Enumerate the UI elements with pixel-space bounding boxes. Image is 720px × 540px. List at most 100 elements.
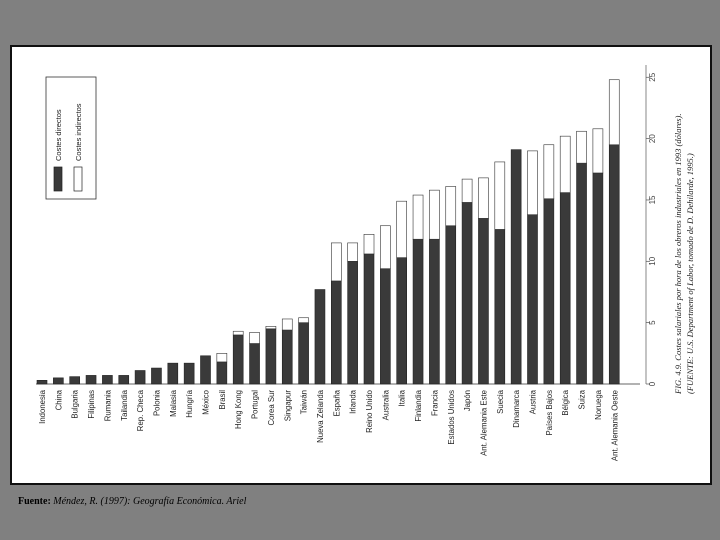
bar-direct-34 [592, 172, 604, 385]
bar-direct-11 [216, 361, 228, 385]
bar-indirect-19 [347, 242, 358, 262]
bar-indirect-24 [429, 189, 440, 240]
bar-direct-0 [36, 380, 48, 385]
bar-indirect-15 [281, 318, 293, 331]
category-label-17: Nueva Zelanda [316, 389, 325, 443]
bar-direct-15 [281, 329, 293, 385]
category-label-31: Países Bajos [545, 390, 554, 436]
category-label-33: Suiza [578, 389, 587, 409]
bar-indirect-27 [478, 177, 489, 219]
category-label-23: Finlandia [414, 389, 423, 421]
category-label-9: Hungría [185, 389, 194, 417]
legend: Costes directos Costes indirectos [45, 76, 97, 200]
bar-indirect-35 [608, 79, 620, 146]
category-label-1: China [54, 389, 63, 410]
bar-indirect-33 [576, 130, 587, 164]
bar-direct-20 [363, 253, 375, 385]
category-label-15: Singapur [283, 390, 292, 422]
bar-indirect-32 [559, 135, 571, 193]
category-label-22: Italia [398, 389, 407, 406]
category-label-28: Suecia [496, 389, 505, 414]
source-label: Fuente: [18, 496, 51, 507]
bar-direct-30 [527, 214, 538, 385]
bar-direct-35 [608, 144, 620, 385]
bar-indirect-30 [527, 150, 538, 215]
category-label-19: Irlanda [349, 389, 358, 414]
category-label-10: México [202, 389, 211, 414]
bar-direct-4 [102, 375, 113, 385]
bar-direct-32 [559, 192, 571, 385]
legend-label-1: Costes indirectos [74, 103, 83, 161]
bar-direct-7 [151, 367, 162, 385]
value-tick-label-3: 15 [648, 195, 657, 204]
bar-direct-2 [69, 376, 81, 385]
bar-direct-21 [380, 268, 391, 385]
legend-swatch-1 [73, 166, 83, 192]
category-label-27: Ant. Alemania Este [479, 390, 488, 456]
bar-indirect-13 [249, 332, 260, 344]
bar-direct-8 [167, 362, 179, 385]
category-label-25: Estados Unidos [447, 390, 456, 445]
value-tick-label-1: 5 [648, 320, 657, 325]
category-label-13: Portugal [251, 390, 260, 419]
value-tick-label-0: 0 [648, 381, 657, 386]
bar-direct-13 [249, 343, 260, 385]
bar-indirect-12 [232, 330, 244, 336]
category-label-18: España [332, 389, 341, 416]
source-text: Méndez, R. (1997): Geografía Económica. … [50, 496, 247, 507]
bar-indirect-14 [265, 326, 277, 330]
category-label-7: Polonia [152, 389, 161, 416]
bar-indirect-21 [380, 225, 391, 269]
category-label-3: Filipinas [87, 390, 96, 419]
category-label-29: Dinamarca [512, 389, 521, 427]
bar-indirect-25 [445, 186, 457, 227]
value-tick-label-2: 10 [648, 256, 657, 265]
bar-direct-29 [510, 149, 522, 385]
bar-direct-33 [576, 162, 587, 385]
bar-indirect-31 [543, 144, 555, 200]
bar-direct-25 [445, 225, 457, 385]
bar-direct-23 [412, 238, 424, 385]
bar-direct-24 [429, 238, 440, 385]
category-label-20: Reino Unido [365, 389, 374, 433]
legend-swatch-0 [53, 166, 63, 192]
bar-direct-26 [461, 202, 473, 385]
bar-direct-28 [494, 229, 506, 385]
category-label-26: Japón [463, 390, 472, 411]
legend-label-0: Costes directos [54, 109, 63, 161]
bar-indirect-23 [412, 194, 424, 240]
bar-direct-5 [118, 375, 130, 385]
bar-indirect-22 [396, 200, 408, 258]
bar-direct-6 [134, 370, 146, 385]
bar-direct-22 [396, 257, 408, 385]
category-label-21: Australia [381, 389, 390, 420]
bar-indirect-34 [592, 128, 604, 174]
bar-indirect-28 [494, 161, 506, 230]
bar-indirect-11 [216, 353, 228, 363]
chart-svg: 0 5 10 15 20 25 Indonesia China Bulgaria Filipin… [36, 65, 695, 461]
category-label-12: Hong Kong [234, 390, 243, 429]
bar-direct-12 [232, 334, 244, 385]
figure-caption: FIG. 4.9. Costes salariales por hora de … [673, 114, 683, 396]
bar-direct-1 [53, 377, 64, 385]
category-label-4: Rumania [103, 389, 112, 421]
value-tick-label-4: 20 [648, 134, 657, 143]
bar-indirect-20 [363, 234, 375, 255]
bar-direct-14 [265, 328, 277, 385]
source-note: Fuente: Méndez, R. (1997): Geografía Eco… [18, 496, 246, 507]
category-label-5: Tailandia [120, 389, 129, 420]
category-label-34: Noruega [594, 389, 603, 420]
bar-direct-31 [543, 198, 555, 385]
bar-direct-19 [347, 261, 358, 385]
value-axis: 0 5 10 15 20 25 [645, 65, 657, 386]
chart-frame: 0 5 10 15 20 25 Indonesia China Bulgaria Filipin… [10, 45, 712, 485]
category-label-24: Francia [430, 389, 439, 416]
bar-indirect-16 [298, 317, 309, 323]
bar-indirect-18 [330, 242, 342, 282]
bar-direct-16 [298, 322, 309, 385]
category-label-14: Corea Sur [267, 390, 276, 426]
bar-direct-9 [183, 362, 195, 385]
category-label-35: Ant. Alemania Oeste [610, 390, 619, 461]
category-label-11: Brasil [218, 390, 227, 410]
category-labels-group: Indonesia China Bulgaria Filipinas Rumania Ta… [38, 389, 619, 461]
